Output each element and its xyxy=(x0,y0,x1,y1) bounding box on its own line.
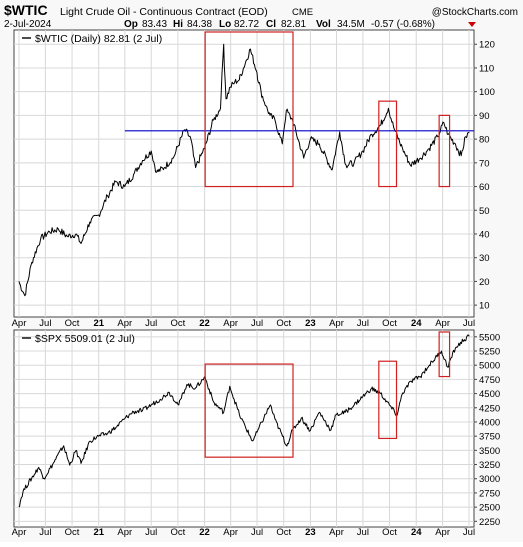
x-tick-label: Apr xyxy=(12,527,27,538)
x-tick-label: Jul xyxy=(357,318,369,329)
y-tick-label: 10 xyxy=(479,301,490,312)
close-label: Cl xyxy=(266,19,276,30)
x-tick-label: Oct xyxy=(382,527,397,538)
y-tick-label: 100 xyxy=(479,87,495,98)
x-tick-label: Jul xyxy=(39,318,51,329)
x-tick-label: Oct xyxy=(171,527,186,538)
watermark: @StockCharts.com xyxy=(432,7,518,18)
y-tick-label: 40 xyxy=(479,229,490,240)
x-tick-label: Oct xyxy=(65,318,80,329)
y-tick-label: 3750 xyxy=(479,432,500,443)
x-tick-label: 22 xyxy=(199,527,210,538)
spx-panel: 2250 2500 2750 3000 3250 3500 3750 4000 4250 4500… xyxy=(12,329,500,538)
exchange-label: CME xyxy=(292,7,313,18)
x-tick-label: Jul xyxy=(463,527,475,538)
x-tick-label: Apr xyxy=(223,527,238,538)
x-tick-label: Jul xyxy=(145,318,157,329)
x-tick-label: 24 xyxy=(411,318,422,329)
y-tick-label: 60 xyxy=(479,182,490,193)
down-arrow-icon xyxy=(468,22,476,27)
volume-label: Vol xyxy=(316,19,331,30)
low-value: 82.72 xyxy=(234,19,259,30)
high-value: 84.38 xyxy=(187,19,212,30)
x-tick-label: Oct xyxy=(276,527,291,538)
wtic-panel: 10 20 30 40 50 60 70 80 90 100 110 120 Apr Jul Oct 21 Ap… xyxy=(12,29,495,329)
y-tick-label: 5500 xyxy=(479,332,500,343)
instrument-name: Light Crude Oil - Continuous Contract (E… xyxy=(60,6,268,18)
x-tick-label: 22 xyxy=(199,318,210,329)
wtic-price-line xyxy=(18,43,470,297)
symbol-label: $WTIC xyxy=(4,2,48,18)
highlight-box-2 xyxy=(378,100,398,188)
x-tick-label: Apr xyxy=(329,318,344,329)
highlight-box-2 xyxy=(378,360,398,440)
close-value: 82.81 xyxy=(281,19,306,30)
y-tick-label: 3250 xyxy=(479,460,500,471)
high-label: Hi xyxy=(173,19,183,30)
legend-label: $WTIC (Daily) 82.81 (2 Jul) xyxy=(35,33,162,45)
y-tick-label: 4500 xyxy=(479,389,500,400)
x-tick-label: Apr xyxy=(117,527,132,538)
change-value: -0.57 (-0.68%) xyxy=(371,19,435,30)
x-tick-label: Apr xyxy=(435,318,450,329)
x-tick-label: 23 xyxy=(305,318,316,329)
chart-header: $WTIC Light Crude Oil - Continuous Contr… xyxy=(4,2,518,30)
plot-area xyxy=(13,29,475,318)
plot-area xyxy=(13,329,475,528)
y-tick-label: 4750 xyxy=(479,375,500,386)
x-tick-label: Jul xyxy=(145,527,157,538)
open-label: Op xyxy=(124,19,138,30)
x-tick-label: Jul xyxy=(251,527,263,538)
x-tick-label: 21 xyxy=(93,527,104,538)
x-tick-label: Oct xyxy=(65,527,80,538)
low-label: Lo xyxy=(219,19,231,30)
x-tick-label: Oct xyxy=(276,318,291,329)
y-tick-label: 80 xyxy=(479,135,490,146)
x-tick-label: Oct xyxy=(171,318,186,329)
x-tick-label: Apr xyxy=(117,318,132,329)
y-tick-label: 50 xyxy=(479,206,490,217)
x-tick-label: 24 xyxy=(411,527,422,538)
x-tick-label: 23 xyxy=(305,527,316,538)
x-tick-label: Apr xyxy=(223,318,238,329)
x-tick-label: Apr xyxy=(329,527,344,538)
y-tick-label: 2500 xyxy=(479,503,500,514)
date-label: 2-Jul-2024 xyxy=(4,19,52,30)
y-tick-label: 110 xyxy=(479,63,494,74)
volume-value: 34.5M xyxy=(337,19,365,30)
y-tick-label: 2750 xyxy=(479,488,500,499)
x-tick-label: Oct xyxy=(382,318,397,329)
x-tick-label: Jul xyxy=(251,318,263,329)
y-tick-label: 5250 xyxy=(479,347,500,358)
y-tick-label: 120 xyxy=(479,40,495,51)
x-tick-label: Jul xyxy=(463,318,475,329)
y-tick-label: 30 xyxy=(479,253,490,264)
spx-price-line xyxy=(18,334,470,508)
highlight-box-1 xyxy=(204,31,294,188)
highlight-box-3 xyxy=(438,331,451,378)
y-tick-label: 3000 xyxy=(479,474,500,485)
x-tick-label: Jul xyxy=(357,527,369,538)
y-tick-label: 20 xyxy=(479,277,490,288)
x-tick-label: Apr xyxy=(12,318,27,329)
x-tick-label: Jul xyxy=(39,527,51,538)
y-tick-label: 4250 xyxy=(479,403,500,414)
x-tick-label: 21 xyxy=(93,318,104,329)
highlight-box-3 xyxy=(438,114,451,188)
legend-label: $SPX 5509.01 (2 Jul) xyxy=(35,333,135,345)
y-tick-label: 2250 xyxy=(479,517,500,528)
y-tick-label: 90 xyxy=(479,111,490,122)
y-tick-label: 5000 xyxy=(479,361,500,372)
x-tick-label: Apr xyxy=(435,527,450,538)
highlight-box-1 xyxy=(204,363,294,458)
y-tick-label: 3500 xyxy=(479,446,500,457)
y-tick-label: 4000 xyxy=(479,417,500,428)
open-value: 83.43 xyxy=(142,19,167,30)
y-tick-label: 70 xyxy=(479,158,490,169)
